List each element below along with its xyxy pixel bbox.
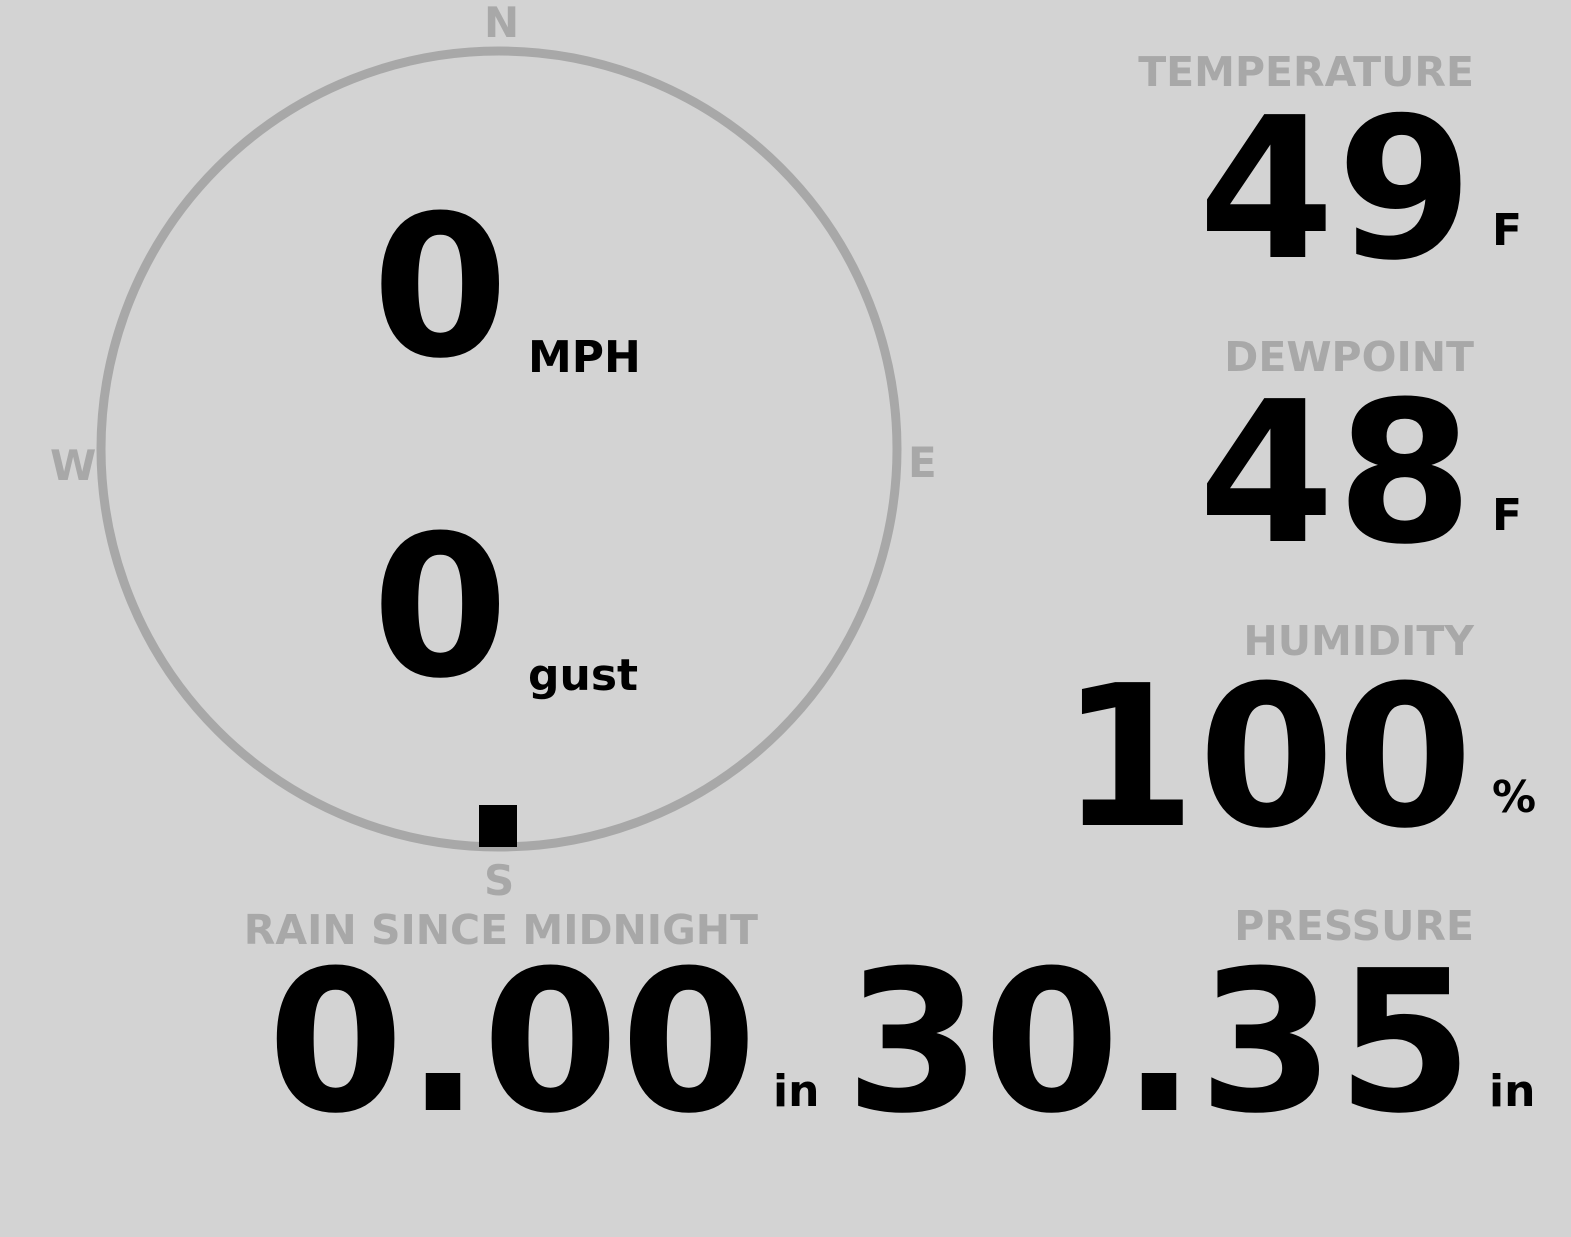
dewpoint-label: DEWPOINT	[1224, 333, 1474, 381]
compass-south: S	[484, 856, 515, 905]
compass-ring	[96, 46, 902, 852]
rain-label: RAIN SINCE MIDNIGHT	[243, 906, 758, 954]
compass-east: E	[908, 438, 937, 487]
pressure-unit: in	[1489, 1066, 1536, 1117]
temperature-unit: F	[1492, 205, 1523, 256]
dewpoint-value: 48	[1198, 360, 1475, 588]
wind-speed-unit: MPH	[528, 332, 641, 383]
humidity-unit: %	[1492, 772, 1537, 823]
temperature-label: TEMPERATURE	[1138, 48, 1474, 96]
temperature-value: 49	[1198, 76, 1475, 304]
wind-speed-value: 0	[372, 174, 511, 402]
humidity-label: HUMIDITY	[1243, 617, 1474, 665]
dewpoint-unit: F	[1492, 490, 1523, 541]
wind-direction-marker	[479, 805, 517, 847]
wind-direction-indicator	[479, 805, 517, 847]
pressure-label: PRESSURE	[1234, 902, 1474, 950]
wind-gust-value: 0	[372, 494, 511, 722]
rain-unit: in	[773, 1066, 820, 1117]
rain-value: 0.00	[267, 929, 759, 1157]
compass-north: N	[484, 0, 520, 47]
humidity-value: 100	[1059, 644, 1475, 872]
compass-west: W	[50, 441, 97, 490]
wind-gust-label: gust	[528, 650, 639, 701]
pressure-value: 30.35	[845, 929, 1475, 1157]
